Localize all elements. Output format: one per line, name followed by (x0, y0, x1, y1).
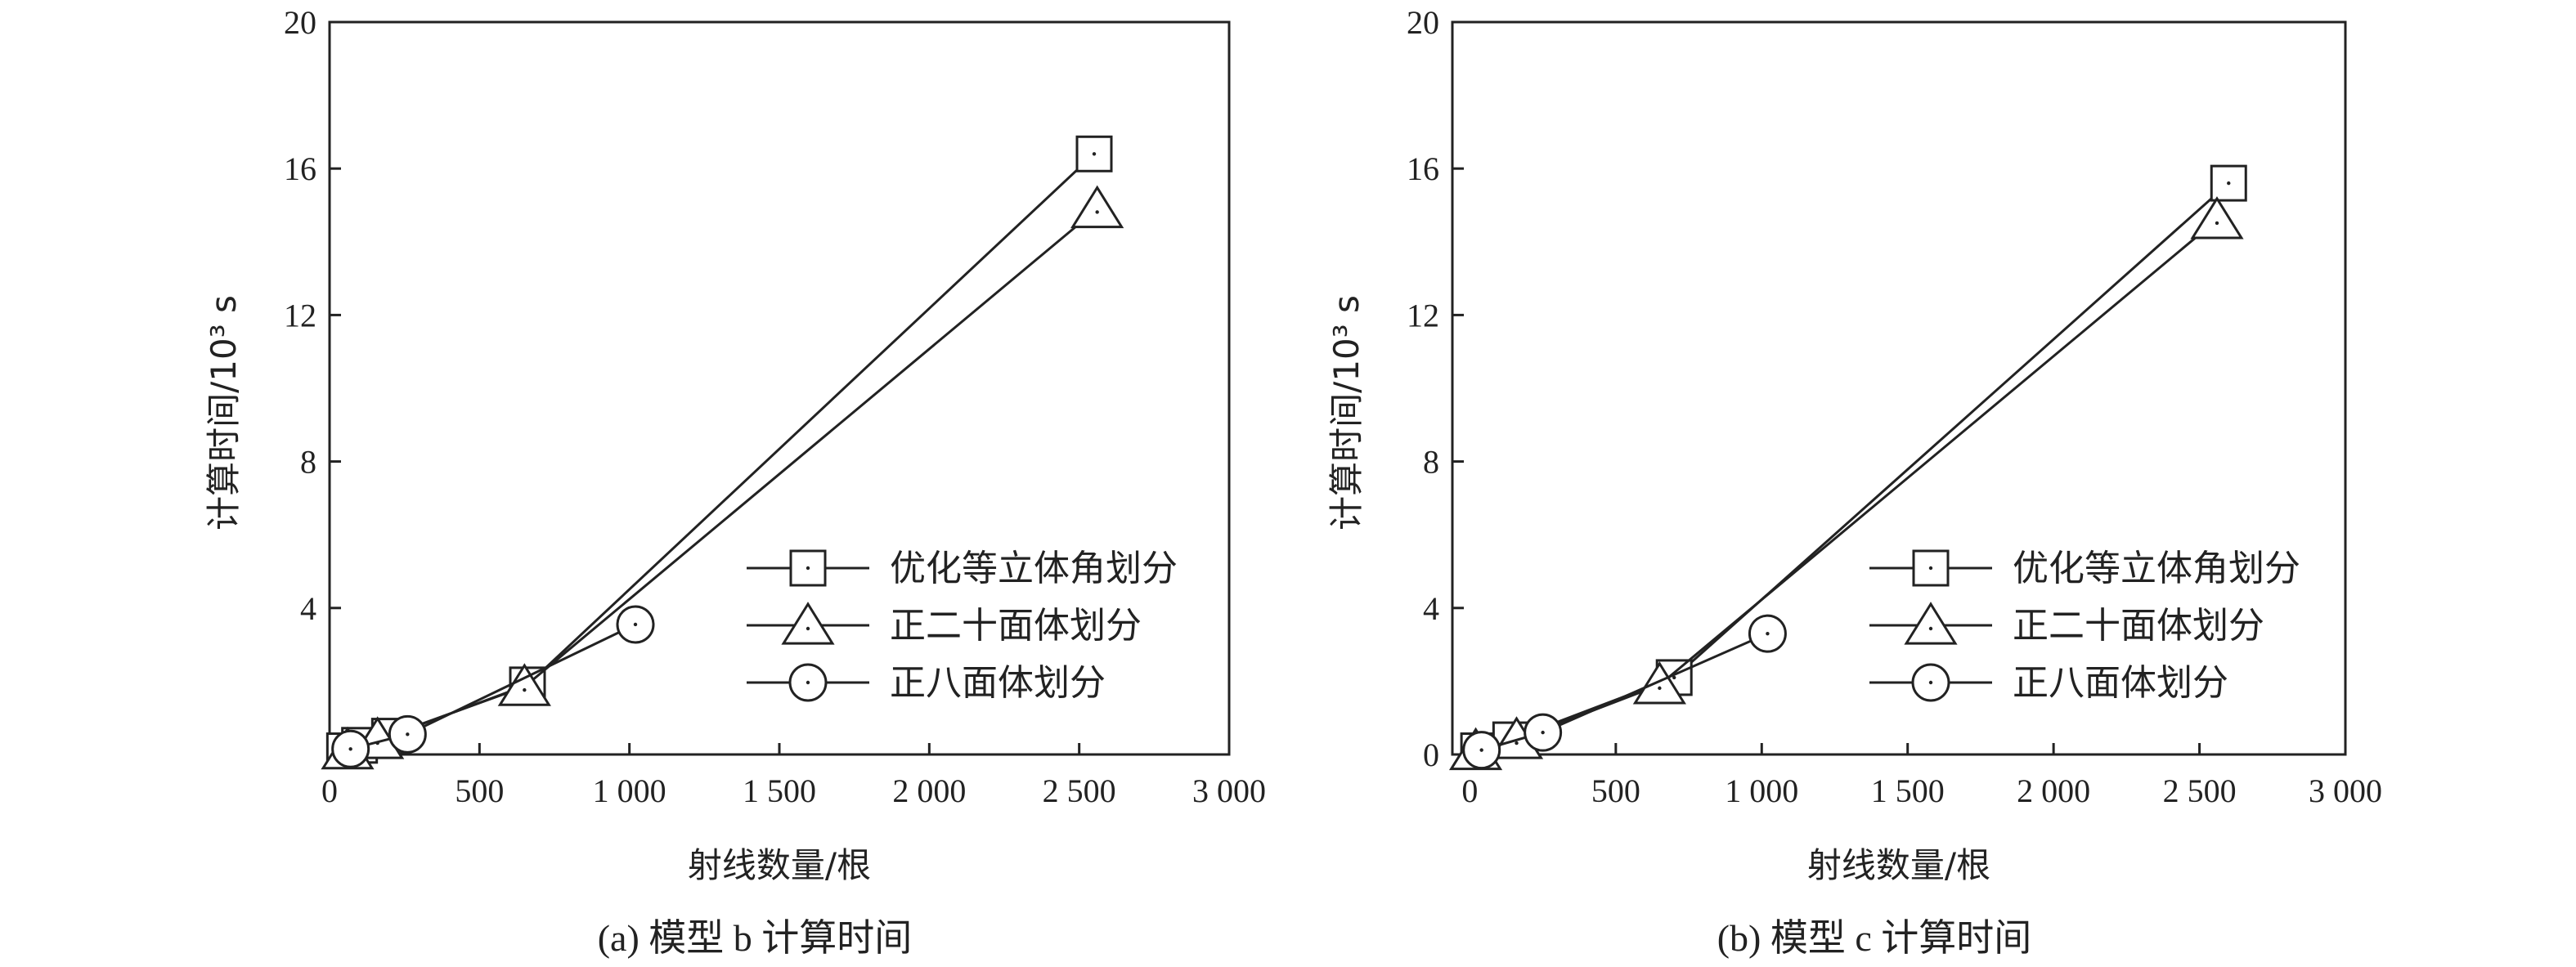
data-point-dot (348, 747, 352, 751)
data-point (2190, 196, 2244, 240)
y-tick-label: 20 (284, 4, 316, 41)
chart-panel-b: 0 500 1 000 1 500 2 000 2 500 3 000 0 4 8 12 16 20 射线… (1288, 0, 2576, 967)
legend-marker (1912, 549, 1950, 587)
legend-marker-dot (1928, 680, 1933, 685)
x-tick-label: 3 000 (2309, 772, 2382, 809)
x-tick-label: 3 000 (1192, 772, 1266, 809)
chart-caption: (a) 模型 b 计算时间 (598, 917, 913, 959)
x-tick-label: 2 000 (892, 772, 966, 809)
x-tick-label: 2 500 (1043, 772, 1116, 809)
chart-svg-b: 0 500 1 000 1 500 2 000 2 500 3 000 0 4 8 12 16 20 射线… (1326, 4, 2382, 959)
x-axis-label: 射线数量/根 (1807, 845, 1990, 885)
series-line (343, 153, 1096, 752)
data-point (1070, 185, 1124, 229)
y-tick-label: 20 (1407, 4, 1439, 41)
data-point-dot (2215, 221, 2219, 226)
y-tick-label: 16 (284, 150, 316, 187)
series-circle (331, 605, 655, 768)
data-point-dot (1095, 210, 1099, 214)
x-tick-label: 2 000 (2017, 772, 2090, 809)
x-axis-label: 射线数量/根 (688, 845, 871, 885)
y-tick-label: 12 (1407, 297, 1439, 334)
data-point-dot (1515, 741, 1519, 745)
data-point-dot (1766, 631, 1770, 636)
data-point-dot (406, 732, 410, 736)
x-tick-label: 0 (321, 772, 338, 809)
data-point-dot (1672, 675, 1676, 680)
data-point-dot (523, 687, 527, 692)
y-axis-label: 计算时间/10³ s (1326, 295, 1367, 531)
data-point (1632, 661, 1686, 705)
y-tick-label: 4 (1423, 590, 1439, 627)
legend-marker (789, 549, 827, 587)
x-tick-label: 2 500 (2163, 772, 2237, 809)
legend-label: 正八面体划分 (890, 662, 1106, 704)
data-point-dot (1658, 686, 1662, 691)
x-tick-label: 0 (1461, 772, 1478, 809)
x-tick-label: 1 000 (593, 772, 666, 809)
y-tick-label: 8 (300, 444, 316, 481)
y-tick-label: 12 (284, 297, 316, 334)
y-tick-label: 8 (1423, 444, 1439, 481)
data-point-dot (2227, 181, 2231, 186)
legend-label: 正八面体划分 (2013, 662, 2228, 704)
chart-panel-a: 0 500 1 000 1 500 2 000 2 500 3 000 4 8 12 16 20 射线数… (204, 4, 1266, 959)
legend-marker-dot (806, 566, 810, 571)
x-tick-label: 500 (455, 772, 504, 809)
x-tick-label: 1 500 (1871, 772, 1945, 809)
x-tick-label: 500 (1591, 772, 1640, 809)
x-tick-label: 1 500 (743, 772, 816, 809)
legend-label: 正二十面体划分 (2013, 605, 2264, 647)
legend-marker-dot (806, 680, 810, 685)
data-point-dot (633, 622, 638, 627)
legend-marker (1904, 602, 1958, 645)
legend-label: 优化等立体角划分 (2013, 548, 2300, 589)
plot-frame (1451, 20, 2347, 756)
legend-marker-dot (1928, 626, 1933, 631)
legend-marker (781, 602, 835, 645)
legend-marker-dot (806, 626, 810, 631)
legend-marker-dot (1928, 566, 1933, 571)
series-circle (1462, 614, 1787, 770)
y-tick-label: 4 (300, 590, 316, 627)
data-point-dot (1479, 748, 1483, 752)
data-point-dot (1541, 730, 1545, 735)
y-tick-label: 0 (1423, 736, 1439, 773)
data-point-dot (1092, 152, 1097, 156)
y-tick-label: 16 (1407, 150, 1439, 187)
legend-label: 优化等立体角划分 (890, 548, 1178, 589)
x-tick-label: 1 000 (1725, 772, 1798, 809)
y-axis-label: 计算时间/10³ s (204, 295, 244, 531)
chart-caption: (b) 模型 c 计算时间 (1717, 917, 2032, 959)
chart-svg-a: 0 500 1 000 1 500 2 000 2 500 3 000 4 8 12 16 20 射线数… (204, 4, 1266, 959)
legend-label: 正二十面体划分 (890, 605, 1142, 647)
